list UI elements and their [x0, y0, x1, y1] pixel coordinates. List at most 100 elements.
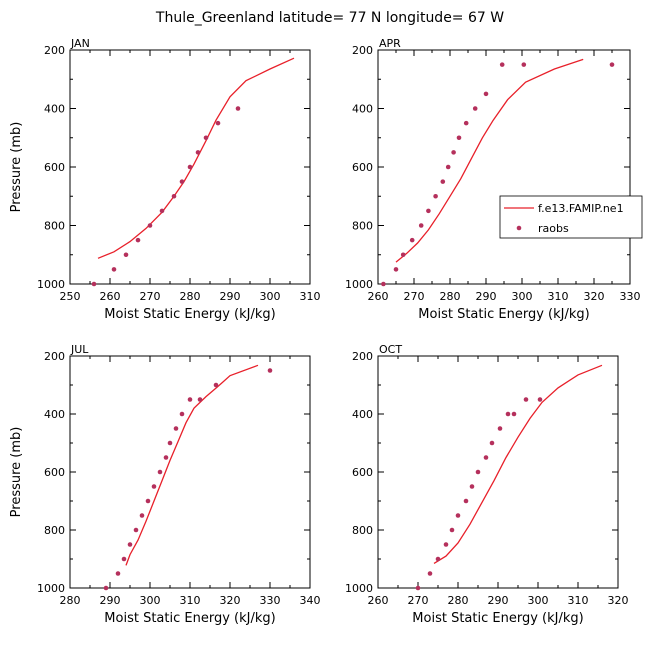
y-tick-label: 600 [44, 466, 65, 479]
raobs-point [400, 252, 406, 258]
legend-box [499, 195, 643, 239]
raobs-point [121, 556, 127, 562]
raobs-point [463, 498, 469, 504]
legend-model-label: f.e13.FAMIP.ne1 [538, 202, 624, 215]
y-tick-label: 200 [352, 350, 373, 363]
raobs-point [393, 267, 399, 272]
x-tick-label: 300 [140, 594, 161, 607]
raobs-point [135, 237, 141, 243]
x-tick-label: 260 [368, 594, 389, 607]
x-axis-title: Moist Static Energy (kJ/kg) [104, 611, 275, 626]
panel-oct: OCT 260 270 280 290 300 310 320 200 400 600 800 1000… [345, 343, 629, 626]
panel-label: JUL [70, 343, 89, 356]
x-tick-label: 250 [60, 290, 81, 303]
raobs-point [215, 120, 221, 126]
raobs-point [521, 62, 527, 67]
x-tick-label: 280 [60, 594, 81, 607]
raobs-point [197, 397, 203, 402]
x-tick-label: 270 [404, 290, 425, 303]
raobs-point [91, 281, 97, 287]
raobs-point [151, 484, 157, 489]
raobs-point [409, 237, 415, 243]
raobs-point [456, 135, 462, 141]
raobs-point [173, 426, 179, 431]
raobs-point [157, 469, 163, 475]
y-tick-label: 1000 [345, 278, 373, 291]
raobs-point [426, 208, 431, 214]
x-tick-label: 320 [584, 290, 605, 303]
raobs-point [469, 484, 475, 489]
raobs-point [499, 62, 505, 67]
y-tick-label: 1000 [345, 582, 373, 595]
raobs-point [147, 223, 153, 228]
model-line [97, 57, 295, 259]
raobs-point [127, 542, 133, 547]
x-tick-label: 280 [440, 290, 461, 303]
raobs-point [427, 571, 433, 576]
figure-title: Thule_Greenland latitude= 77 N longitude… [155, 10, 504, 26]
model-line [125, 364, 259, 566]
x-tick-label: 320 [220, 594, 241, 607]
raobs-point [115, 571, 121, 576]
raobs-point [133, 527, 139, 533]
raobs-point [159, 208, 165, 214]
y-tick-label: 1000 [37, 582, 65, 595]
x-tick-label: 330 [260, 594, 281, 607]
raobs-point [463, 120, 469, 126]
raobs-point [103, 585, 109, 591]
raobs-point [163, 455, 169, 460]
y-axis-title: Pressure (mb) [9, 427, 24, 518]
y-tick-label: 600 [352, 466, 373, 479]
x-tick-label: 310 [568, 594, 589, 607]
y-tick-label: 800 [44, 220, 65, 233]
y-tick-label: 200 [44, 350, 65, 363]
y-tick-label: 400 [352, 103, 373, 116]
x-axis-title: Moist Static Energy (kJ/kg) [418, 307, 589, 322]
raobs-point [537, 397, 543, 402]
raobs-point [415, 585, 421, 591]
x-tick-label: 290 [488, 594, 509, 607]
y-tick-label: 800 [352, 220, 373, 233]
raobs-point [139, 513, 145, 518]
plot-frame [69, 355, 311, 589]
x-tick-label: 330 [620, 290, 641, 303]
raobs-point [609, 62, 615, 67]
y-tick-label: 400 [44, 103, 65, 116]
raobs-point [123, 252, 129, 258]
raobs-point [451, 150, 456, 155]
x-tick-label: 300 [512, 290, 533, 303]
raobs-point [483, 455, 489, 460]
plot-frame [377, 49, 631, 285]
raobs-point [449, 527, 455, 533]
raobs-point [267, 368, 273, 373]
raobs-point [145, 498, 151, 504]
x-tick-label: 260 [368, 290, 389, 303]
raobs-point [483, 91, 489, 97]
raobs-point [472, 106, 478, 111]
y-tick-label: 400 [44, 408, 65, 421]
raobs-point [435, 556, 441, 562]
model-line [395, 58, 584, 263]
x-tick-label: 270 [408, 594, 429, 607]
legend: f.e13.FAMIP.ne1 raobs [499, 195, 643, 239]
raobs-point [475, 469, 481, 475]
raobs-point [195, 150, 201, 155]
panels: JAN 250 260 270 280 290 300 310 200 400 600 800 1000… [9, 37, 643, 626]
x-tick-label: 310 [300, 290, 321, 303]
x-tick-label: 310 [180, 594, 201, 607]
x-tick-label: 340 [300, 594, 321, 607]
y-axis-title: Pressure (mb) [9, 122, 24, 213]
y-tick-label: 800 [352, 524, 373, 537]
y-tick-label: 400 [352, 408, 373, 421]
raobs-point [497, 426, 503, 431]
panel-jan: JAN 250 260 270 280 290 300 310 200 400 600 800 1000… [9, 37, 321, 322]
raobs-point [187, 164, 193, 170]
y-tick-label: 600 [44, 161, 65, 174]
x-tick-label: 270 [140, 290, 161, 303]
x-tick-label: 310 [548, 290, 569, 303]
x-tick-label: 320 [608, 594, 629, 607]
panel-label: APR [379, 37, 401, 50]
x-tick-label: 290 [100, 594, 121, 607]
raobs-point [213, 382, 219, 388]
raobs-point [445, 164, 451, 170]
